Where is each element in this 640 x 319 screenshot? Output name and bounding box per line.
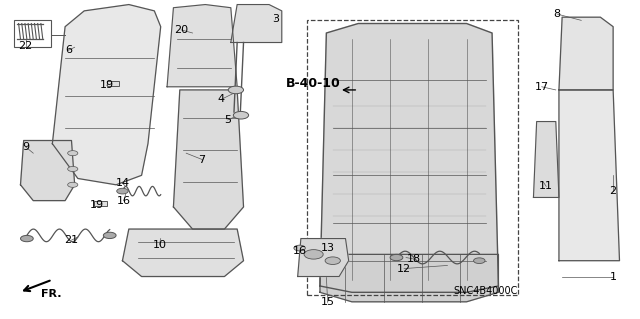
Bar — [94, 201, 106, 206]
Circle shape — [234, 111, 248, 119]
Polygon shape — [320, 24, 499, 292]
Polygon shape — [231, 4, 282, 42]
Text: 7: 7 — [198, 154, 205, 165]
Text: 11: 11 — [540, 182, 553, 191]
Circle shape — [390, 254, 403, 261]
Circle shape — [228, 86, 244, 94]
Circle shape — [294, 245, 305, 251]
Text: 13: 13 — [321, 243, 335, 253]
Polygon shape — [559, 90, 620, 261]
Polygon shape — [298, 239, 349, 277]
Polygon shape — [20, 141, 75, 201]
Text: 21: 21 — [65, 235, 79, 245]
Text: 20: 20 — [174, 25, 188, 35]
Bar — [14, 20, 51, 47]
Polygon shape — [167, 4, 237, 87]
Circle shape — [68, 167, 78, 172]
Text: B-40-10: B-40-10 — [286, 77, 341, 90]
Circle shape — [474, 258, 485, 263]
Text: FR.: FR. — [41, 289, 61, 299]
Text: 18: 18 — [407, 254, 421, 264]
Bar — [307, 20, 518, 295]
Text: 16: 16 — [292, 246, 307, 256]
Text: 14: 14 — [115, 178, 129, 188]
Text: 5: 5 — [224, 115, 231, 125]
Circle shape — [103, 232, 116, 239]
Circle shape — [20, 235, 33, 242]
Text: 6: 6 — [65, 45, 72, 56]
Text: 3: 3 — [272, 14, 279, 24]
Polygon shape — [559, 17, 613, 90]
Text: 16: 16 — [116, 196, 131, 206]
Polygon shape — [173, 90, 244, 229]
Text: 12: 12 — [397, 263, 411, 274]
Text: 19: 19 — [99, 80, 113, 90]
Circle shape — [325, 257, 340, 264]
Text: 9: 9 — [22, 142, 29, 152]
Text: 2: 2 — [609, 186, 617, 196]
Text: 22: 22 — [19, 41, 33, 51]
Polygon shape — [122, 229, 244, 277]
Polygon shape — [534, 122, 559, 197]
Text: 4: 4 — [218, 94, 225, 104]
Text: 17: 17 — [534, 82, 549, 92]
Polygon shape — [52, 4, 161, 185]
Text: 10: 10 — [152, 240, 166, 250]
Circle shape — [68, 151, 78, 156]
Text: 8: 8 — [554, 9, 561, 19]
Text: 15: 15 — [321, 297, 335, 308]
Circle shape — [116, 188, 128, 194]
Circle shape — [68, 182, 78, 187]
Circle shape — [304, 250, 323, 259]
Text: 19: 19 — [90, 200, 104, 210]
Text: 1: 1 — [610, 271, 616, 281]
Text: SNC4B4000C: SNC4B4000C — [454, 286, 518, 296]
Bar — [106, 81, 119, 86]
Polygon shape — [320, 254, 499, 302]
